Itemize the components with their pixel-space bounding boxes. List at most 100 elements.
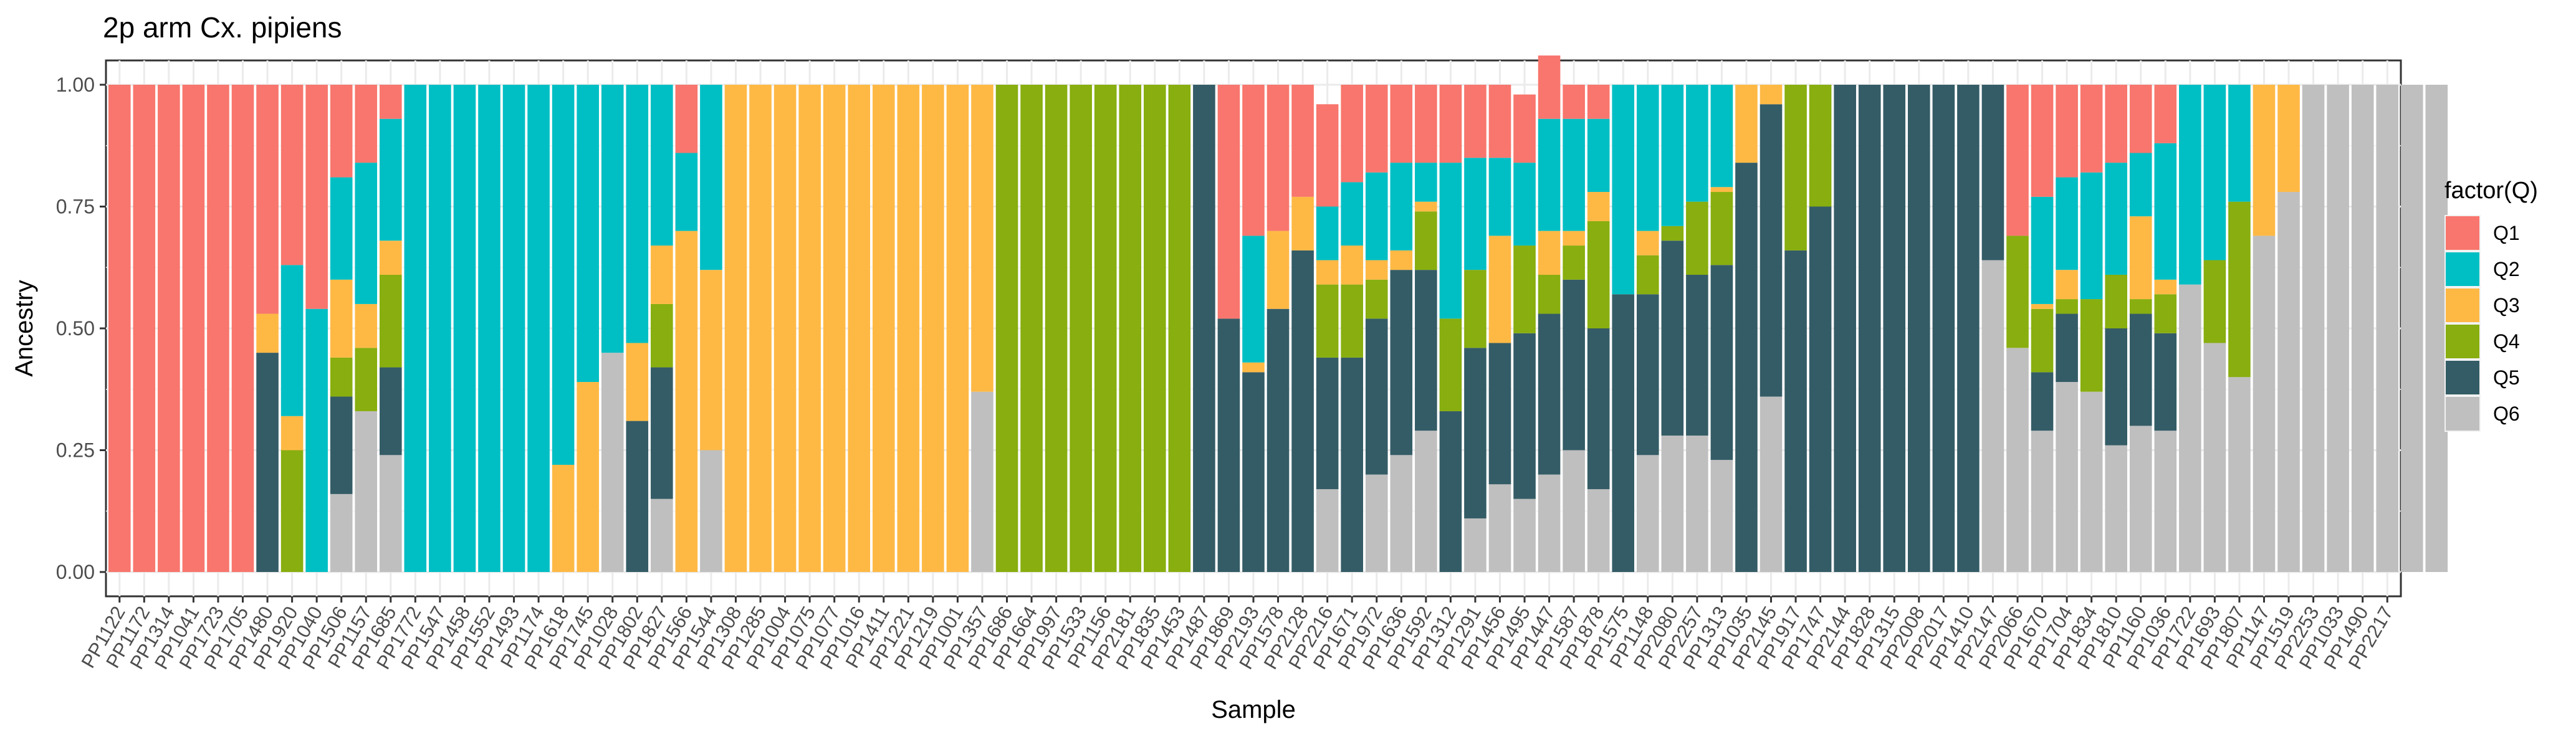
- bar-segment-q2: [577, 85, 599, 383]
- bar-segment-q3: [552, 464, 575, 572]
- bar-segment-q6: [1636, 455, 1659, 572]
- bar-segment-q3: [823, 85, 846, 572]
- bar-segment-q3: [1316, 260, 1339, 285]
- bar-segment-q4: [2056, 299, 2078, 314]
- bar-segment-q3: [330, 279, 353, 358]
- bar-segment-q6: [380, 455, 402, 572]
- legend-item: Q2: [2444, 251, 2520, 287]
- sample-bar: [1217, 85, 1240, 572]
- sample-bar: [305, 85, 328, 572]
- bar-segment-q5: [2031, 372, 2054, 431]
- sample-bar: [971, 85, 994, 572]
- bar-segment-q3: [1636, 231, 1659, 255]
- sample-bar: [1932, 85, 1955, 572]
- bar-segment-q6: [601, 353, 624, 572]
- bar-segment-q5: [1908, 85, 1930, 572]
- legend-swatch: [2446, 325, 2479, 358]
- bar-segment-q1: [1217, 85, 1240, 319]
- bar-segment-q5: [1834, 85, 1856, 572]
- bar-segment-q2: [1686, 85, 1708, 202]
- bar-segment-q3: [773, 85, 797, 572]
- sample-bar: [1834, 85, 1856, 572]
- bar-segment-q2: [330, 177, 353, 280]
- bar-segment-q4: [2129, 299, 2152, 314]
- sample-bar: [182, 85, 205, 572]
- sample-bar: [1686, 85, 1708, 572]
- bar-segment-q3: [700, 270, 722, 451]
- bar-segment-q5: [1587, 328, 1610, 490]
- bar-segment-q1: [1365, 85, 1388, 173]
- sample-bar: [2080, 85, 2103, 572]
- bar-segment-q6: [700, 450, 722, 572]
- bar-segment-q1: [1488, 85, 1511, 158]
- bar-segment-q2: [2179, 85, 2201, 285]
- bar-segment-q3: [2154, 279, 2177, 295]
- legend-label: Q6: [2493, 403, 2520, 425]
- sample-bar: [675, 85, 698, 573]
- bar-segment-q6: [1661, 436, 1684, 572]
- bar-segment-q4: [1439, 318, 1462, 411]
- x-axis-title: Sample: [1211, 696, 1296, 723]
- bar-segment-q4: [1710, 192, 1733, 265]
- sample-bar: [1858, 85, 1881, 572]
- sample-bar: [2351, 85, 2374, 572]
- bar-segment-q5: [1661, 241, 1684, 436]
- sample-bar: [1587, 85, 1610, 572]
- bar-segment-q3: [1415, 201, 1437, 212]
- bar-segment-q5: [1513, 333, 1536, 499]
- legend-swatch: [2446, 397, 2479, 431]
- sample-bar: [1488, 85, 1511, 572]
- bar-segment-q2: [2129, 153, 2152, 217]
- bar-segment-q1: [330, 85, 353, 178]
- y-tick-label: 0.50: [56, 317, 95, 340]
- bar-segment-q6: [2203, 343, 2226, 572]
- bar-segment-q5: [1217, 318, 1240, 572]
- bar-segment-q3: [946, 85, 969, 572]
- sample-bar: [1341, 85, 1363, 572]
- bar-segment-q6: [1316, 489, 1339, 572]
- sample-bar: [2253, 85, 2276, 572]
- bar-segment-q4: [2154, 294, 2177, 333]
- bar-segment-q4: [1686, 201, 1708, 275]
- bar-segment-q1: [1439, 85, 1462, 163]
- bar-segment-q2: [1636, 85, 1659, 231]
- sample-bar: [2277, 85, 2300, 572]
- bar-segment-q2: [380, 118, 402, 241]
- bar-segment-q1: [1242, 85, 1265, 236]
- bar-segment-q1: [2056, 85, 2078, 178]
- bar-segment-q1: [2080, 85, 2103, 173]
- bar-segment-q6: [1464, 518, 1487, 572]
- bar-segment-q3: [1538, 231, 1561, 275]
- bar-segment-q1: [256, 85, 279, 314]
- sample-bar: [1883, 85, 1906, 572]
- bar-segment-q2: [2228, 85, 2251, 202]
- legend-title: factor(Q): [2444, 178, 2538, 204]
- bar-segment-q1: [1316, 104, 1339, 207]
- legend-item: Q6: [2444, 396, 2520, 432]
- bar-segment-q4: [995, 85, 1018, 572]
- bar-segment-q6: [2154, 431, 2177, 572]
- y-axis: 0.00 0.25 0.50 0.75 1.00: [56, 74, 106, 583]
- sample-bar: [1144, 85, 1166, 572]
- sample-bar: [1464, 85, 1487, 572]
- bar-segment-q2: [1390, 163, 1413, 250]
- bar-segment-q6: [2253, 236, 2276, 572]
- bar-segment-q6: [1760, 396, 1783, 572]
- sample-bar: [1390, 85, 1413, 572]
- sample-bar: [823, 85, 846, 572]
- bar-segment-q5: [1809, 206, 1832, 572]
- bar-segment-q1: [2006, 85, 2029, 236]
- bar-segment-q1: [1390, 85, 1413, 163]
- bar-segment-q2: [1710, 85, 1733, 188]
- bar-segment-q6: [1686, 436, 1708, 572]
- sample-bar: [848, 85, 871, 572]
- bar-segment-q4: [280, 450, 304, 572]
- sample-bar: [256, 85, 279, 572]
- bar-segment-q5: [1538, 313, 1561, 475]
- sample-bar: [207, 85, 229, 572]
- bar-segment-q1: [207, 85, 229, 572]
- bar-segment-q4: [1636, 255, 1659, 295]
- bar-segment-q2: [404, 85, 427, 572]
- bar-segment-q3: [1735, 85, 1758, 163]
